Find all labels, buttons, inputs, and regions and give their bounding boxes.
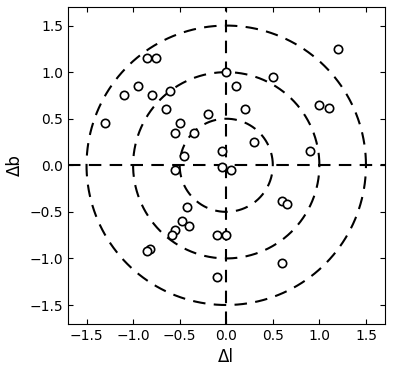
- X-axis label: Δl: Δl: [218, 348, 234, 366]
- Y-axis label: Δb: Δb: [6, 154, 24, 176]
